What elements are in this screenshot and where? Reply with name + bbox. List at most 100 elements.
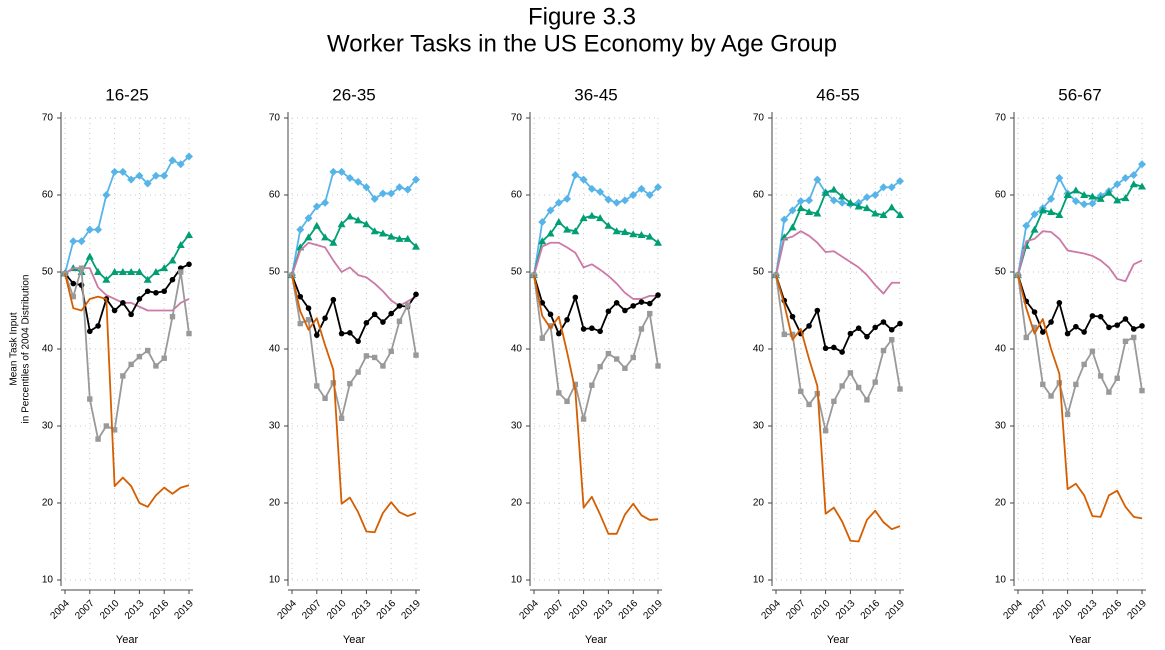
y-tick-label: 10 [995, 575, 1007, 586]
marker-square [1122, 338, 1129, 344]
marker-circle [897, 320, 903, 327]
marker-square [1089, 348, 1096, 355]
marker-diamond [370, 194, 379, 203]
marker-triangle [110, 268, 119, 275]
marker-circle [831, 344, 837, 351]
marker-square [169, 313, 176, 320]
marker-circle [322, 315, 328, 322]
marker-square [622, 365, 628, 371]
marker-diamond [403, 185, 412, 194]
marker-diamond [143, 179, 152, 188]
marker-triangle [612, 227, 621, 235]
marker-square [1031, 324, 1038, 331]
series-line [775, 274, 901, 353]
y-tick-label: 10 [42, 575, 54, 586]
marker-triangle [1138, 182, 1146, 190]
y-tick-label: 60 [995, 190, 1007, 201]
marker-square [136, 354, 143, 360]
y-tick-label: 10 [753, 575, 765, 586]
marker-square [405, 302, 411, 308]
marker-square [371, 354, 378, 361]
marker-triangle [829, 185, 838, 193]
series-line [1017, 274, 1143, 520]
marker-circle [872, 324, 878, 331]
marker-square [355, 369, 361, 375]
marker-diamond [1071, 197, 1080, 206]
marker-triangle [118, 268, 127, 275]
marker-square [70, 293, 76, 300]
marker-triangle [378, 229, 387, 237]
marker-diamond [312, 202, 321, 211]
marker-square [564, 398, 570, 405]
x-axis-label: Year [343, 634, 366, 646]
marker-diamond [85, 225, 94, 234]
marker-square [388, 348, 394, 355]
marker-circle [564, 316, 570, 323]
marker-square [613, 356, 620, 362]
marker-circle [539, 300, 546, 306]
series-line [1017, 163, 1143, 276]
marker-square [103, 423, 110, 429]
marker-square [897, 386, 903, 392]
marker-diamond [829, 196, 838, 205]
series-line [64, 234, 190, 281]
marker-circle [1040, 329, 1046, 335]
y-tick-label: 20 [42, 498, 54, 509]
marker-triangle [1030, 225, 1039, 233]
marker-square [798, 388, 804, 395]
marker-circle [789, 313, 796, 320]
series-line [1017, 274, 1143, 335]
marker-triangle [887, 203, 896, 211]
marker-triangle [135, 268, 144, 275]
marker-circle [1106, 324, 1112, 331]
marker-circle [655, 292, 661, 298]
marker-square [120, 373, 126, 379]
marker-circle [888, 326, 895, 333]
marker-triangle [168, 256, 177, 264]
marker-diamond [1022, 221, 1031, 230]
y-tick-label: 20 [753, 498, 765, 509]
marker-triangle [821, 188, 830, 196]
series-line [533, 274, 659, 420]
marker-circle [413, 291, 419, 298]
marker-circle [1056, 300, 1063, 306]
marker-square [305, 317, 312, 323]
marker-triangle [654, 238, 662, 246]
marker-diamond [354, 177, 363, 186]
marker-triangle [854, 202, 863, 210]
marker-circle [396, 303, 403, 309]
marker-circle [556, 330, 562, 337]
series-line [291, 274, 417, 534]
marker-circle [120, 300, 126, 306]
marker-square [889, 337, 895, 343]
marker-circle [613, 300, 620, 306]
y-tick-label: 40 [995, 344, 1007, 355]
marker-triangle [838, 192, 847, 200]
marker-square [380, 363, 386, 369]
marker-diamond [412, 175, 420, 184]
marker-triangle [1113, 196, 1122, 204]
marker-triangle [321, 233, 330, 241]
marker-triangle [637, 231, 646, 239]
panel-title: 46-55 [816, 85, 859, 104]
marker-square [363, 353, 370, 359]
marker-triangle [1047, 207, 1056, 215]
marker-circle [605, 308, 612, 315]
marker-square [630, 354, 636, 361]
marker-square [847, 370, 854, 376]
marker-square [872, 379, 878, 385]
marker-square [1048, 393, 1054, 399]
marker-circle [580, 326, 587, 332]
series-line [533, 214, 659, 276]
y-tick-label: 30 [42, 421, 54, 432]
marker-circle [1048, 319, 1054, 325]
marker-triangle [160, 264, 169, 272]
marker-triangle [896, 211, 904, 219]
marker-square [831, 398, 837, 405]
series-line [64, 273, 190, 508]
marker-circle [136, 296, 143, 302]
marker-diamond [160, 171, 169, 180]
marker-diamond [587, 184, 596, 193]
y-axis-label: Mean Task Input [9, 312, 20, 385]
